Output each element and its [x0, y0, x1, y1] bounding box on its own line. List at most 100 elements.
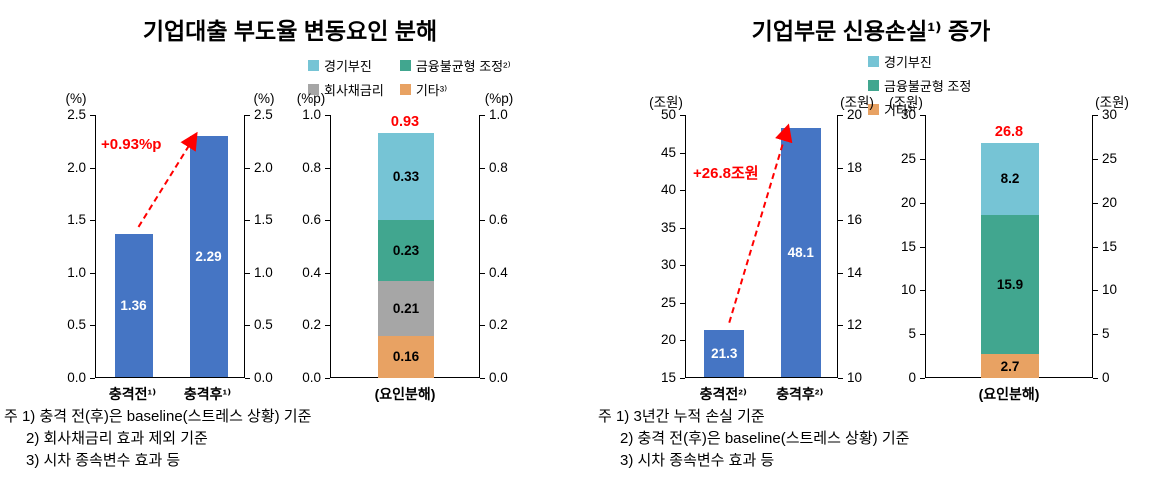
x-category-label: 충격전¹⁾	[108, 386, 157, 402]
tick-mark	[680, 190, 685, 192]
bar-value-label: 2.29	[195, 249, 222, 265]
legend-label: 기타³⁾	[415, 83, 448, 98]
stacked-segment: 2.7	[981, 354, 1039, 378]
tick-mark	[245, 272, 250, 274]
y-tick-label-left: 15	[660, 370, 676, 385]
y-tick-label-right: 5	[1102, 326, 1110, 342]
footnote-line: 2) 충격 전(후)은 baseline(스트레스 상황) 기준	[620, 430, 910, 447]
y-tick-label-left: 20	[660, 332, 676, 348]
plot-area: 1.36 2.29	[95, 115, 245, 378]
y-tick-label-left: 0.0	[67, 370, 86, 385]
y-tick-label-right: 20	[1102, 194, 1118, 210]
tick-mark	[90, 325, 95, 327]
increase-arrow-icon	[137, 131, 198, 228]
tick-mark	[838, 220, 843, 222]
tick-mark	[1093, 334, 1098, 336]
tick-mark	[245, 220, 250, 222]
y-tick-label-right: 18	[847, 159, 863, 175]
y-tick-label-left: 1.0	[67, 264, 86, 280]
tick-mark	[245, 325, 250, 327]
tick-mark	[325, 220, 330, 222]
y-tick-label-right: 1.0	[254, 264, 273, 280]
chart-credit-loss-before-after: (조원) (조원) 21.3 48.1 50 45 40 35 30 25 20 15 20 18 16 14…	[647, 88, 876, 408]
tick-mark	[920, 378, 925, 379]
bar-value-label: 48.1	[787, 245, 814, 261]
left-panel-footnotes: 주 1) 충격 전(후)은 baseline(스트레스 상황) 기준 2) 회사…	[4, 406, 311, 472]
segment-value-label: 8.2	[1000, 171, 1020, 187]
y-tick-label-left: 0.8	[302, 159, 321, 175]
legend-item: 기타³⁾	[399, 80, 511, 99]
y-tick-label-left: 0.5	[67, 317, 86, 333]
legend-swatch-icon	[868, 56, 879, 67]
bar: 21.3	[704, 329, 745, 377]
y-tick-label-right: 0.0	[489, 370, 508, 385]
tick-mark	[838, 378, 843, 379]
y-tick-label-left: 15	[900, 238, 916, 254]
tick-mark	[245, 167, 250, 169]
legend-item: 기타³⁾	[868, 100, 971, 119]
y-tick-label-right: 1.0	[489, 107, 508, 122]
y-tick-label-right: 0.2	[489, 317, 508, 333]
footnote-line: 3) 시차 종속변수 효과 등	[26, 452, 181, 469]
y-tick-label-left: 1.0	[302, 107, 321, 122]
bar: 48.1	[780, 128, 821, 377]
y-tick-label-right: 25	[1102, 150, 1118, 166]
axis-unit-right: (%p)	[484, 91, 514, 106]
y-tick-label-left: 1.5	[67, 212, 86, 228]
legend-label: 경기부진	[324, 59, 372, 74]
y-tick-label-right: 2.5	[254, 107, 273, 122]
legend-item: 회사채금리	[308, 80, 384, 99]
legend-label: 금융불균형 조정²⁾	[415, 59, 511, 74]
tick-mark	[920, 334, 925, 336]
y-tick-label-left: 50	[660, 107, 676, 122]
segment-value-label: 0.21	[392, 300, 420, 316]
tick-mark	[680, 302, 685, 304]
axis-unit-right: (조원)	[840, 95, 874, 110]
legend-swatch-icon	[868, 104, 879, 115]
y-tick-label-left: 0	[908, 370, 916, 385]
plot-area: 2.7 15.9 8.2	[925, 115, 1093, 378]
y-tick-label-left: 25	[900, 150, 916, 166]
y-tick-label-left: 45	[660, 144, 676, 160]
y-tick-label-right: 0.8	[489, 159, 508, 175]
tick-mark	[90, 220, 95, 222]
stacked-segment: 0.33	[378, 133, 434, 221]
tick-mark	[480, 325, 485, 327]
segment-value-label: 0.16	[392, 349, 420, 365]
tick-mark	[680, 265, 685, 267]
tick-mark	[245, 115, 250, 116]
tick-mark	[680, 227, 685, 229]
y-tick-label-left: 40	[660, 182, 676, 198]
legend-label: 회사채금리	[324, 83, 384, 98]
stacked-segment: 0.23	[378, 220, 434, 281]
tick-mark	[920, 202, 925, 204]
y-tick-label-left: 5	[908, 326, 916, 342]
stacked-total-label: 26.8	[994, 124, 1024, 141]
x-category-label: 충격전²⁾	[699, 386, 747, 402]
axis-unit-left: (%)	[65, 91, 87, 106]
legend-label: 경기부진	[884, 55, 932, 70]
tick-mark	[245, 378, 250, 379]
y-tick-label-left: 2.0	[67, 159, 86, 175]
tick-mark	[838, 272, 843, 274]
tick-mark	[1093, 202, 1098, 204]
y-tick-label-right: 2.0	[254, 159, 273, 175]
y-tick-label-right: 15	[1102, 238, 1118, 254]
stacked-segment: 0.21	[378, 280, 434, 336]
stacked-segment: 15.9	[981, 214, 1039, 355]
tick-mark	[838, 325, 843, 327]
axis-unit-right: (%)	[253, 91, 275, 106]
x-category-label: 충격후¹⁾	[183, 386, 232, 402]
tick-mark	[838, 115, 843, 116]
tick-mark	[920, 115, 925, 116]
tick-mark	[838, 167, 843, 169]
y-tick-label-right: 0.0	[254, 370, 273, 385]
y-tick-label-right: 0.6	[489, 212, 508, 228]
y-tick-label-right: 10	[1102, 282, 1118, 298]
legend-swatch-icon	[308, 60, 319, 71]
tick-mark	[325, 378, 330, 379]
legend-label: 기타³⁾	[884, 103, 916, 118]
legend-item: 금융불균형 조정	[868, 76, 971, 95]
